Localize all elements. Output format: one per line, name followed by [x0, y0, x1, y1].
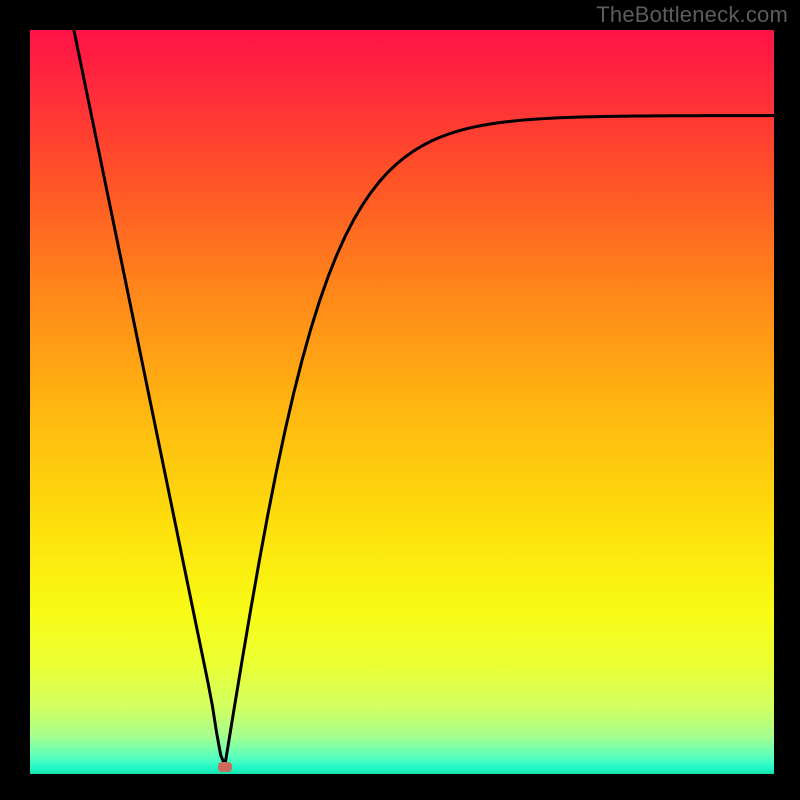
plot-background	[30, 30, 774, 774]
minimum-marker	[218, 762, 232, 772]
watermark-text: TheBottleneck.com	[596, 2, 788, 28]
chart-stage: TheBottleneck.com	[0, 0, 800, 800]
